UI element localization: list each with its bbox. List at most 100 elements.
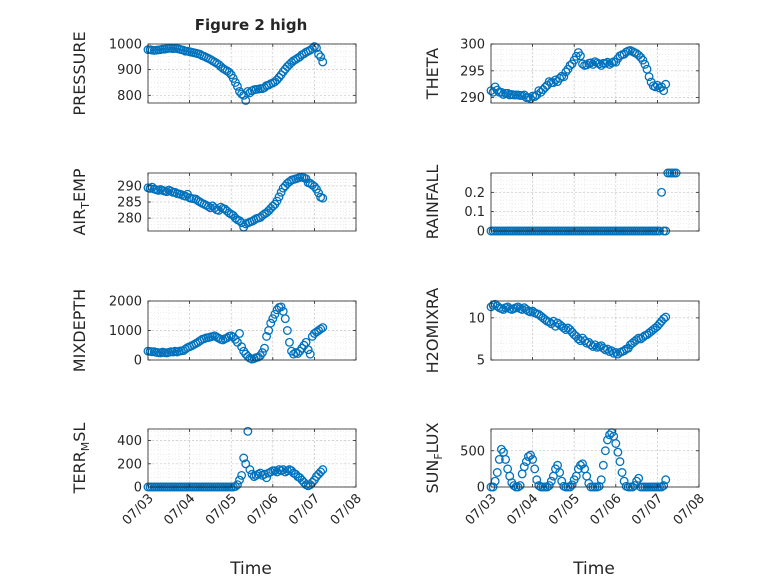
data-point: [555, 73, 565, 83]
data-point: [316, 52, 326, 62]
data-point: [243, 87, 253, 96]
y-axis-label-subscript: T: [79, 202, 92, 210]
data-point: [205, 203, 215, 213]
x-tick-label: 07/04: [161, 491, 198, 528]
data-point: [559, 323, 569, 333]
data-point: [598, 460, 608, 470]
y-tick-label: 300: [460, 38, 485, 53]
data-point: [509, 481, 519, 490]
data-point: [503, 464, 513, 474]
data-point: [318, 465, 328, 475]
y-tick-label: 0.2: [464, 186, 485, 201]
data-point: [503, 88, 513, 98]
subplot-terr-msl: 0 200 400 07/03 07/04 07/05 07/06 07/07 07/08 TER…: [70, 423, 365, 529]
data-point: [634, 473, 644, 483]
y-tick-label: 2000: [109, 295, 142, 310]
data-point: [316, 467, 326, 477]
y-tick-label: 500: [460, 444, 485, 459]
data-point: [611, 347, 621, 357]
data-point: [278, 465, 288, 475]
x-tick-label: 07/06: [588, 491, 625, 528]
data-point: [611, 439, 621, 448]
y-axis-label-rest: SL: [70, 423, 89, 442]
y-axis-label: H2OMIXRA: [423, 288, 442, 374]
x-tick-label: 07/06: [245, 491, 282, 528]
x-tick-label: 07/05: [203, 491, 240, 528]
x-axis-label-right: Time: [572, 559, 615, 579]
y-tick-label: 280: [117, 212, 142, 227]
subplot-mixdepth: 0 1000 2000 MIXDEPTH: [70, 289, 357, 372]
data-point: [573, 334, 583, 344]
data-point: [561, 67, 571, 77]
data-point: [517, 304, 527, 314]
data-point: [567, 480, 577, 490]
x-tick-label: 07/08: [671, 491, 708, 528]
data-point: [638, 55, 648, 65]
data-point: [661, 79, 671, 89]
data-point: [596, 475, 606, 485]
data-point: [224, 67, 234, 77]
data-point: [652, 80, 662, 90]
x-tick-label: 07/03: [463, 491, 500, 528]
data-point: [659, 314, 669, 324]
data-point: [613, 447, 623, 457]
data-point: [530, 464, 540, 474]
data-point: [318, 57, 328, 67]
data-point: [266, 318, 276, 328]
data-point: [270, 309, 280, 319]
y-tick-label: 5: [477, 354, 485, 369]
y-tick-label: 1000: [109, 324, 142, 339]
y-axis-label: SUNFLUX: [423, 422, 445, 493]
data-point: [245, 465, 255, 475]
data-point: [590, 340, 600, 350]
data-point: [526, 94, 535, 104]
data-point: [216, 202, 226, 212]
data-point: [661, 312, 671, 322]
data-point: [557, 476, 567, 486]
y-tick-label: 290: [460, 91, 485, 106]
data-point: [580, 336, 590, 346]
y-tick-label: 295: [460, 64, 485, 79]
data-markers: [486, 45, 671, 104]
y-tick-label: 800: [117, 89, 142, 104]
data-point: [659, 481, 669, 490]
y-tick-label: 290: [117, 179, 142, 194]
y-axis-label-subscript: F: [432, 453, 445, 459]
data-point: [280, 314, 290, 324]
data-point: [303, 345, 313, 355]
data-point: [528, 455, 538, 464]
data-point: [615, 457, 625, 467]
y-tick-label: 0: [477, 481, 485, 496]
data-point: [546, 476, 556, 486]
y-axis-label-main: SUN: [423, 460, 442, 494]
data-point: [492, 85, 502, 95]
data-markers: [486, 428, 671, 492]
figure-title: Figure 2 high: [195, 16, 308, 34]
data-point: [555, 468, 565, 477]
data-point: [575, 51, 585, 61]
data-point: [619, 476, 629, 486]
data-point: [551, 75, 560, 85]
data-point: [582, 471, 592, 481]
axes-box: [490, 428, 700, 488]
x-tick-label: 07/07: [286, 491, 323, 528]
data-point: [588, 342, 598, 351]
data-point: [235, 475, 244, 485]
data-point: [534, 481, 544, 490]
data-point: [272, 196, 282, 206]
data-point: [232, 480, 242, 490]
data-point: [544, 481, 554, 490]
data-point: [268, 314, 278, 324]
data-point: [260, 343, 269, 353]
data-point: [586, 58, 596, 68]
data-point: [544, 317, 554, 327]
data-point: [307, 477, 317, 487]
data-point: [309, 42, 319, 52]
data-point: [180, 191, 190, 201]
subplot-pressure: 800 900 1000 PRESSURE: [70, 31, 357, 116]
data-point: [603, 57, 612, 67]
data-point: [318, 323, 328, 332]
data-point: [309, 182, 319, 191]
